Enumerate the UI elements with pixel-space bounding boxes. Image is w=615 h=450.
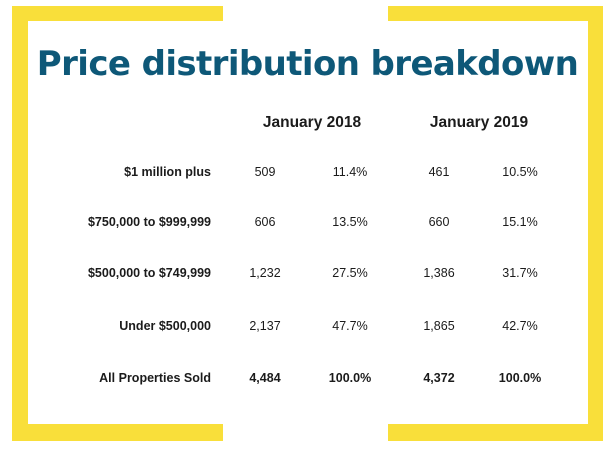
period-header-2019: January 2019 (429, 114, 529, 131)
frame-bottom-left (12, 424, 223, 441)
cell-count-2019: 1,386 (423, 266, 455, 280)
row-label: $1 million plus (124, 165, 211, 179)
cell-share-2019: 31.7% (502, 266, 538, 280)
cell-count-2018: 1,232 (249, 266, 281, 280)
cell-count-2018: 4,484 (249, 371, 281, 385)
cell-count-2018: 606 (254, 215, 276, 229)
cell-share-2018: 100.0% (328, 371, 372, 385)
row-label: $750,000 to $999,999 (87, 215, 211, 229)
cell-count-2019: 461 (428, 165, 450, 179)
chart-title: Price distribution breakdown (36, 44, 579, 84)
cell-share-2019: 100.0% (498, 371, 542, 385)
cell-share-2019: 10.5% (502, 165, 538, 179)
cell-share-2018: 11.4% (332, 165, 368, 179)
frame-bottom-right (388, 424, 603, 441)
cell-count-2018: 2,137 (249, 319, 281, 333)
cell-count-2019: 1,865 (423, 319, 455, 333)
frame-top-right (388, 6, 603, 21)
cell-count-2019: 4,372 (423, 371, 455, 385)
row-label: $500,000 to $749,999 (87, 266, 211, 280)
frame-right (588, 6, 603, 441)
cell-count-2019: 660 (428, 215, 450, 229)
period-header-2018: January 2018 (262, 114, 362, 131)
frame-top-left (12, 6, 223, 21)
cell-share-2018: 47.7% (332, 319, 368, 333)
cell-count-2018: 509 (254, 165, 276, 179)
frame-left (12, 6, 28, 441)
cell-share-2018: 27.5% (332, 266, 368, 280)
cell-share-2019: 42.7% (502, 319, 538, 333)
cell-share-2019: 15.1% (502, 215, 538, 229)
row-label: Under $500,000 (119, 319, 211, 333)
cell-share-2018: 13.5% (332, 215, 368, 229)
row-label: All Properties Sold (99, 371, 211, 385)
